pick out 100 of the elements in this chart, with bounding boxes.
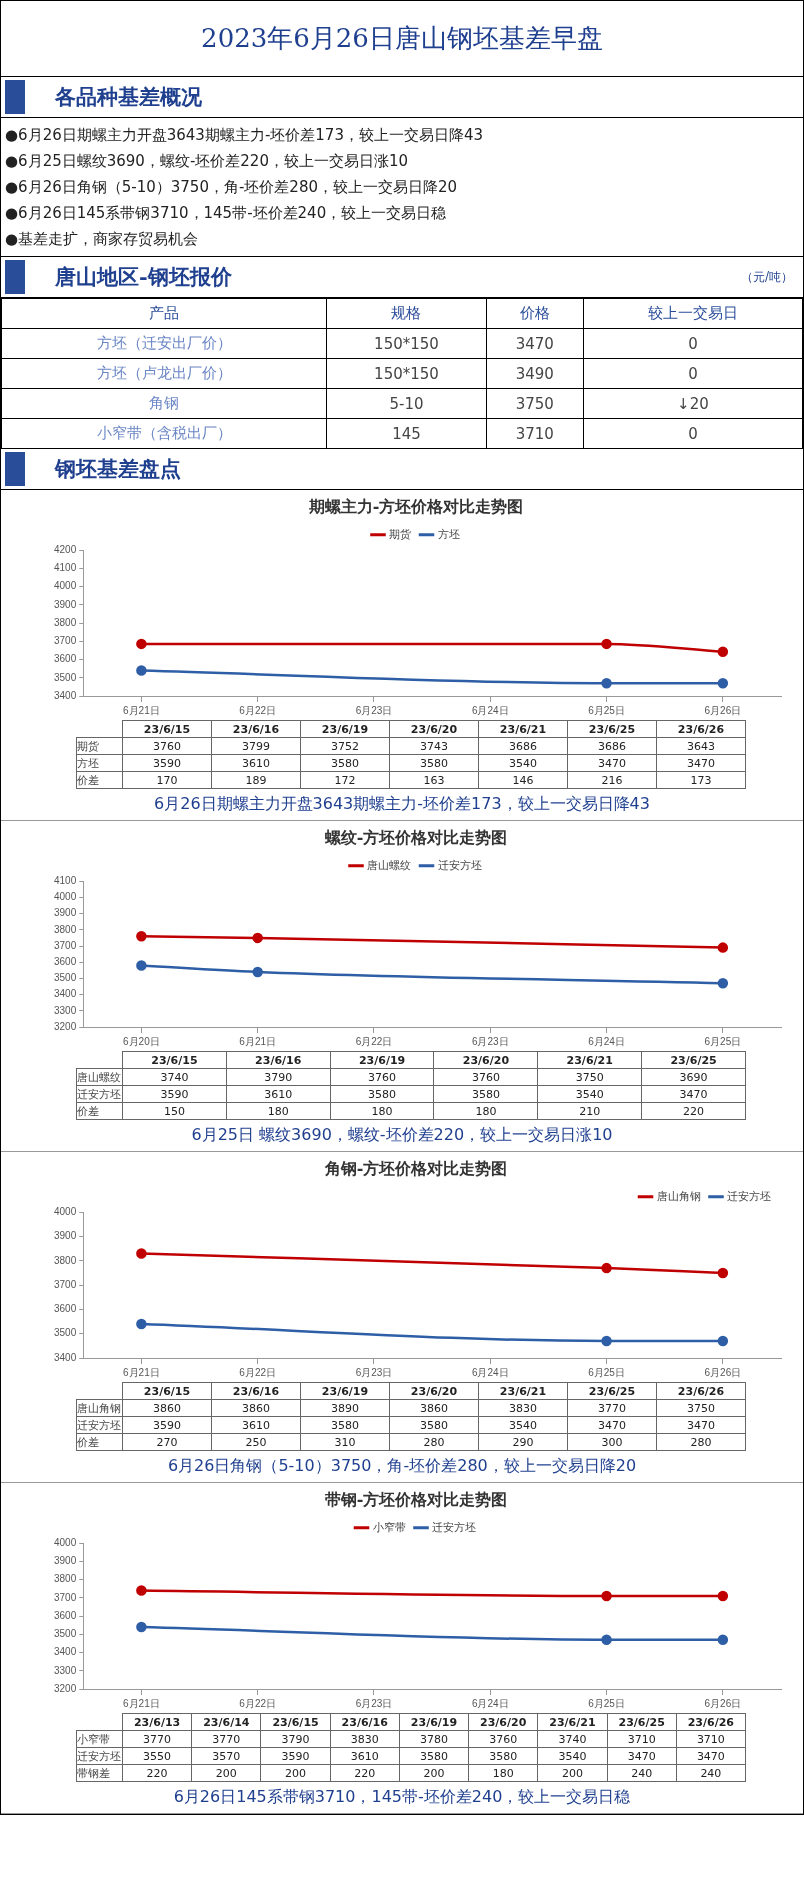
x-tick-label: 6月26日 [704,1697,742,1709]
text: 6月26日145系带钢3710，145带-坯价差240，较上一交易日稳 [172,1786,632,1808]
data-label: 3799 [211,737,301,755]
data-label: 3610 [211,1416,301,1434]
y-tick-label: 3800 [54,1254,77,1266]
data-label: 220 [330,1764,400,1782]
y-tick-label: 3700 [54,1591,77,1603]
point [717,1267,729,1279]
y-tick-label: 4000 [54,580,77,592]
data-label: 3790 [260,1730,331,1748]
data-label: 3610 [211,754,301,772]
legend-label: 迁安方坯 [437,858,482,871]
data-label: 3750 [537,1068,642,1086]
x-tick-label: 23/6/20 [433,1051,538,1069]
y-tick-label: 4200 [54,543,77,555]
data-label: 3752 [300,737,390,755]
y-tick-label: 3400 [54,1351,77,1363]
data-label: 3470 [567,1416,657,1434]
data-label: 3540 [537,1085,642,1103]
point [136,1318,147,1330]
x-tick-label: 23/6/21 [537,1713,608,1731]
x-tick-label: 6月24日 [588,1035,625,1047]
chart-title: 螺纹-方坯价格对比走势图 [323,827,508,847]
y-tick-label: 带钢差 [76,1764,123,1782]
point [601,1262,612,1274]
x-tick-label: 6月26日 [704,704,742,716]
data-label: 240 [676,1764,746,1782]
y-tick-label: 迁安方坯 [76,1416,123,1434]
x-tick-label: 23/6/25 [567,720,657,738]
data-label: 150 [122,1102,227,1120]
point [136,931,147,942]
point [717,942,729,953]
point [601,1590,612,1602]
data-label: 210 [537,1102,642,1120]
text: ●6月25日螺纹3690，螺纹-坯价差220，较上一交易日涨10 [5,151,410,172]
x-tick-label: 23/6/25 [567,1382,657,1400]
data-label: 3490 [486,358,584,389]
y-tick-label: 3400 [54,1646,77,1658]
data-label: 3710 [676,1730,746,1748]
y-tick-label: 3500 [54,972,77,984]
x-tick-label: 6月24日 [471,704,509,716]
y-tick-label: 3400 [54,689,77,701]
point [601,638,612,650]
data-label: 300 [567,1433,657,1451]
x-tick-label: 6月22日 [239,1697,277,1709]
data-label: 270 [122,1433,212,1451]
y-tick-label: 唐山角钢 [76,1399,123,1417]
x-tick-label: 6月22日 [355,1035,393,1047]
x-tick-label: 23/6/19 [330,1051,434,1069]
y-tick-label: 3700 [54,939,77,951]
text: 0 [688,334,698,353]
text: 5-10 [389,394,424,413]
point [717,677,729,689]
point [717,1335,729,1347]
y-tick-label: 3900 [54,1555,77,1567]
y-tick-label: 唐山螺纹 [76,1068,123,1086]
data-label: 180 [468,1764,538,1782]
y-tick-label: 小窄带（含税出厂） [1,418,327,449]
x-tick-label: 6月26日 [704,1366,742,1378]
x-tick-label: 23/6/21 [478,720,568,738]
legend-label: 迁安方坯 [432,1520,476,1533]
y-tick-label: 3500 [54,1327,77,1339]
point [136,665,147,676]
data-label: 3860 [389,1399,479,1417]
data-label: 200 [260,1764,331,1782]
x-tick-label: 23/6/25 [607,1713,677,1731]
data-label: 220 [122,1764,192,1782]
y-tick-label: 3800 [54,923,77,935]
point [717,646,729,657]
text: ●基差走扩，商家存贸易机会 [5,229,200,250]
data-label: 3580 [468,1747,538,1765]
data-label: 200 [191,1764,261,1782]
legend-label: 小窄带 [372,1520,406,1533]
data-label: 3550 [122,1747,192,1765]
data-label: 3686 [478,737,568,755]
text: 145 [392,424,421,443]
x-tick-label: 23/6/20 [468,1713,538,1731]
data-label: 3540 [478,754,568,772]
x-tick-label: 6月24日 [471,1366,509,1378]
point [601,1335,612,1347]
data-label: 3590 [122,1416,212,1434]
chart-subtitle: （元/吨） [740,268,793,286]
x-tick-label: 6月24日 [471,1697,509,1709]
text: 0 [688,424,698,443]
data-label: 3710 [607,1730,677,1748]
data-label: 3760 [468,1730,538,1748]
data-label: 3750 [656,1399,746,1417]
text: 2023年6月26日唐山钢坯基差早盘 [1,1,803,77]
y-tick-label: 3800 [54,1573,77,1585]
x-tick-label: 6月21日 [123,1366,160,1378]
x-tick-label: 23/6/16 [226,1051,331,1069]
y-tick-label: 价差 [76,1102,123,1120]
y-tick-label: 3500 [54,1628,77,1640]
y-tick-label: 价差 [76,1433,123,1451]
data-label: 3470 [676,1747,746,1765]
x-tick-label: 规格 [326,298,487,329]
x-tick-label: 23/6/21 [478,1382,568,1400]
point [717,1590,729,1602]
x-tick-label: 23/6/20 [389,1382,479,1400]
x-tick-label: 6月25日 [588,1366,625,1378]
